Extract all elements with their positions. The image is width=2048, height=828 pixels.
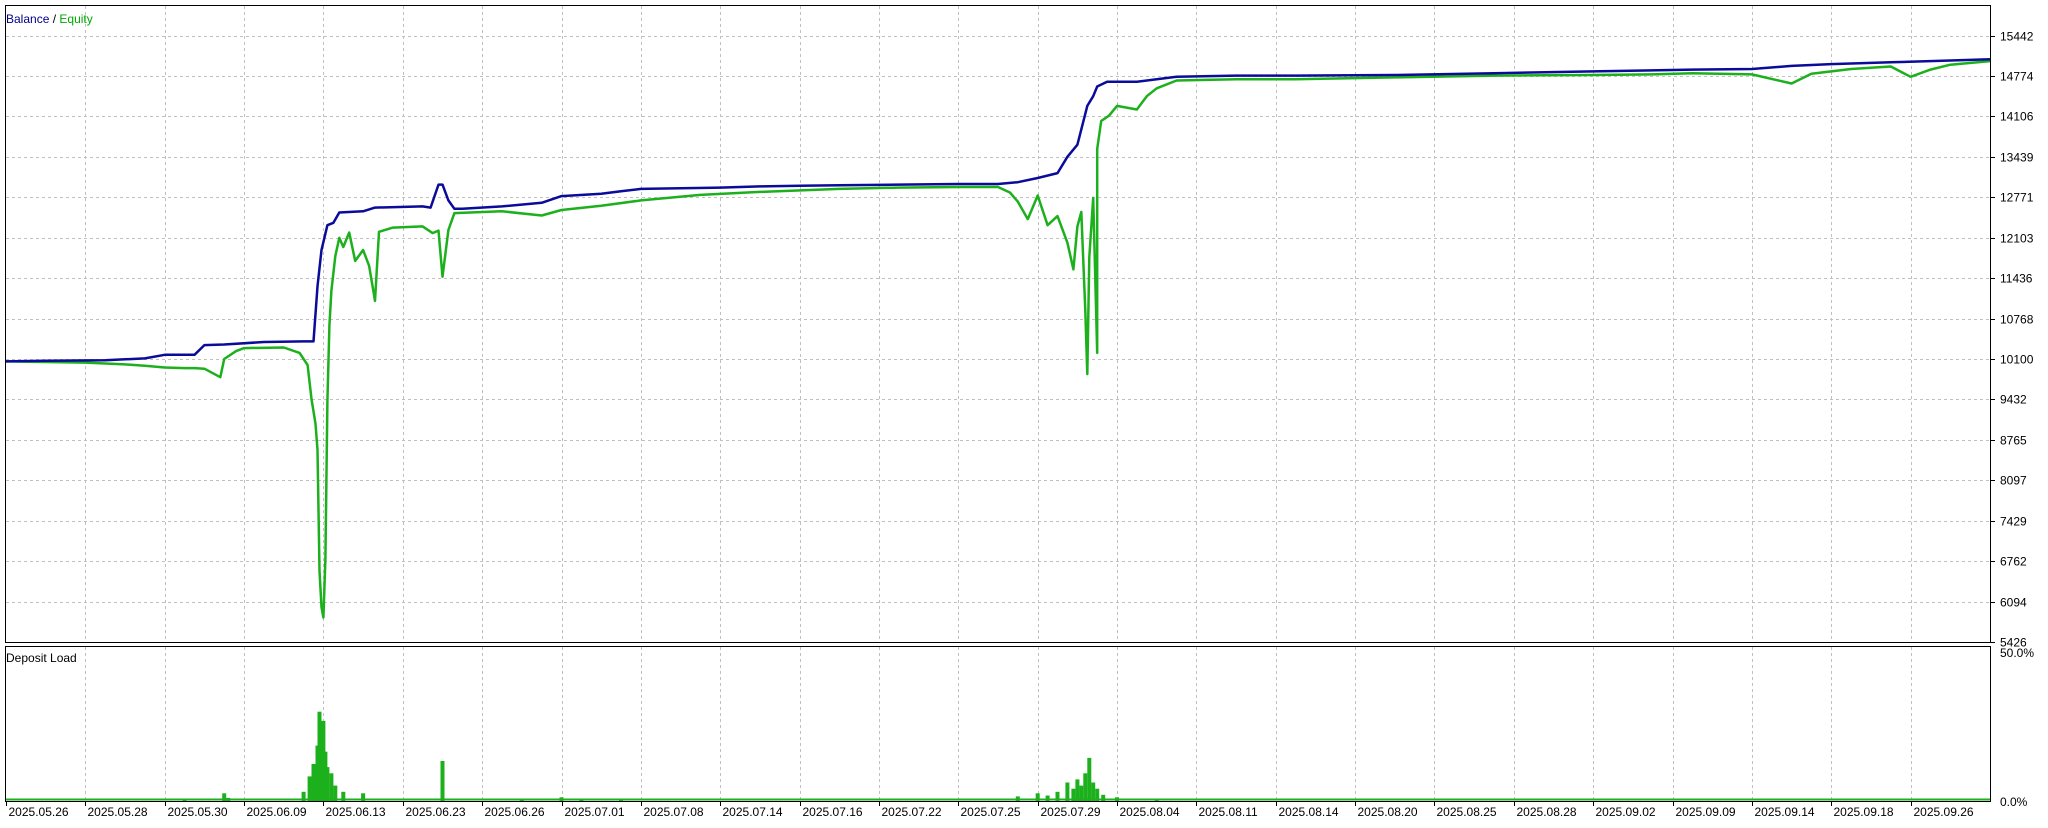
- deposit-load-bar: [1083, 773, 1088, 801]
- x-tick-label: 2025.08.11: [1199, 805, 1258, 819]
- y-tick-label: 13439: [2000, 151, 2034, 165]
- deposit-load-ytick-top: 50.0%: [2000, 646, 2034, 660]
- x-tick-label: 2025.09.09: [1676, 805, 1736, 819]
- y-tick-label: 14774: [2000, 70, 2034, 84]
- top-panel-frame: [5, 5, 1991, 643]
- deposit-load-bar: [559, 797, 564, 801]
- deposit-load-bar: [361, 793, 366, 801]
- x-tick-label: 2025.07.16: [803, 805, 863, 819]
- deposit-load-bar: [440, 761, 445, 801]
- x-tick-label: 2025.06.13: [326, 805, 386, 819]
- y-tick-label: 12103: [2000, 232, 2034, 246]
- deposit-load-bar: [1045, 795, 1050, 801]
- x-tick-label: 2025.09.14: [1755, 805, 1815, 819]
- y-tick-label: 12771: [2000, 191, 2034, 205]
- deposit-load-bar: [1154, 799, 1159, 801]
- x-axis: 2025.05.26 2025.05.28 2025.05.30 2025.06.09…: [6, 801, 1974, 819]
- deposit-load-panel: Deposit Load 50.0% 0.0%: [5, 646, 2034, 809]
- deposit-load-bar: [301, 791, 306, 801]
- deposit-load-bar: [1101, 794, 1106, 801]
- y-tick-label: 7429: [2000, 515, 2027, 529]
- chart-title: Balance / Equity: [6, 12, 93, 26]
- x-tick-label: 2025.06.09: [247, 805, 307, 819]
- top-grid: [6, 6, 1990, 642]
- x-tick-label: 2025.07.14: [723, 805, 783, 819]
- deposit-load-bar: [226, 797, 231, 801]
- x-tick-label: 2025.08.20: [1358, 805, 1418, 819]
- title-balance: Balance: [6, 12, 50, 26]
- x-tick-label: 2025.08.14: [1279, 805, 1339, 819]
- x-tick-label: 2025.06.23: [406, 805, 466, 819]
- x-tick-label: 2025.05.26: [9, 805, 69, 819]
- deposit-load-bar: [333, 785, 338, 801]
- x-tick-label: 2025.08.28: [1517, 805, 1577, 819]
- balance-line: [5, 58, 1991, 363]
- y-tick-label: 11436: [2000, 272, 2033, 286]
- balance-equity-panel: Balance / Equity 15442 14774 14106 13439 127…: [5, 5, 2034, 650]
- y-tick-label: 9432: [2000, 393, 2027, 407]
- series-lines: [5, 58, 1991, 619]
- x-tick-label: 2025.08.25: [1437, 805, 1497, 819]
- deposit-load-bar: [1087, 757, 1092, 801]
- equity-line: [5, 59, 1991, 619]
- x-tick-label: 2025.09.02: [1596, 805, 1656, 819]
- deposit-load-bar: [1091, 782, 1096, 801]
- deposit-load-title: Deposit Load: [6, 651, 77, 665]
- y-tick-label: 14106: [2000, 110, 2034, 124]
- deposit-load-bar: [311, 764, 316, 801]
- deposit-load-bar: [222, 793, 227, 801]
- deposit-load-bar: [1095, 788, 1100, 801]
- deposit-load-bar: [1075, 779, 1080, 801]
- deposit-load-bars: [6, 711, 1990, 801]
- deposit-load-bar: [182, 798, 187, 801]
- deposit-load-bar: [341, 791, 346, 801]
- x-tick-label: 2025.06.26: [485, 805, 545, 819]
- y-tick-label: 8097: [2000, 474, 2027, 488]
- x-tick-label: 2025.07.25: [961, 805, 1021, 819]
- y-tick-label: 6094: [2000, 596, 2027, 610]
- y-tick-label: 10100: [2000, 353, 2034, 367]
- x-tick-label: 2025.07.22: [882, 805, 942, 819]
- top-y-axis: 15442 14774 14106 13439 12771 12103 11436 10768…: [1990, 30, 2034, 650]
- deposit-load-bar: [1035, 793, 1040, 801]
- x-tick-label: 2025.08.04: [1120, 805, 1180, 819]
- y-tick-label: 5426: [2000, 636, 2027, 650]
- deposit-load-bar: [329, 773, 334, 801]
- x-tick-label: 2025.09.18: [1834, 805, 1894, 819]
- deposit-load-bar: [1079, 785, 1084, 801]
- x-tick-label: 2025.07.01: [565, 805, 625, 819]
- deposit-load-bar: [619, 799, 623, 801]
- deposit-load-bar: [325, 767, 330, 801]
- deposit-load-bar: [1071, 788, 1076, 801]
- deposit-load-bar: [519, 799, 524, 801]
- x-tick-label: 2025.07.29: [1041, 805, 1101, 819]
- y-tick-label: 10768: [2000, 313, 2034, 327]
- title-equity: Equity: [59, 12, 92, 26]
- deposit-load-bar: [1055, 791, 1060, 801]
- y-tick-label: 8765: [2000, 434, 2027, 448]
- deposit-load-bar: [579, 798, 584, 801]
- bottom-panel-frame: [5, 646, 1991, 802]
- y-tick-label: 15442: [2000, 30, 2034, 44]
- x-tick-label: 2025.07.08: [644, 805, 704, 819]
- deposit-load-bar: [1115, 797, 1119, 801]
- x-tick-label: 2025.09.26: [1914, 805, 1974, 819]
- deposit-load-bar: [1015, 796, 1020, 801]
- x-tick-label: 2025.05.30: [168, 805, 228, 819]
- deposit-load-bar: [1065, 782, 1070, 801]
- x-tick-label: 2025.05.28: [88, 805, 148, 819]
- bottom-grid: [85, 647, 1912, 801]
- y-tick-label: 6762: [2000, 555, 2027, 569]
- deposit-load-bar: [307, 776, 312, 801]
- title-separator: /: [49, 12, 59, 26]
- deposit-load-ytick-bottom: 0.0%: [2000, 795, 2028, 809]
